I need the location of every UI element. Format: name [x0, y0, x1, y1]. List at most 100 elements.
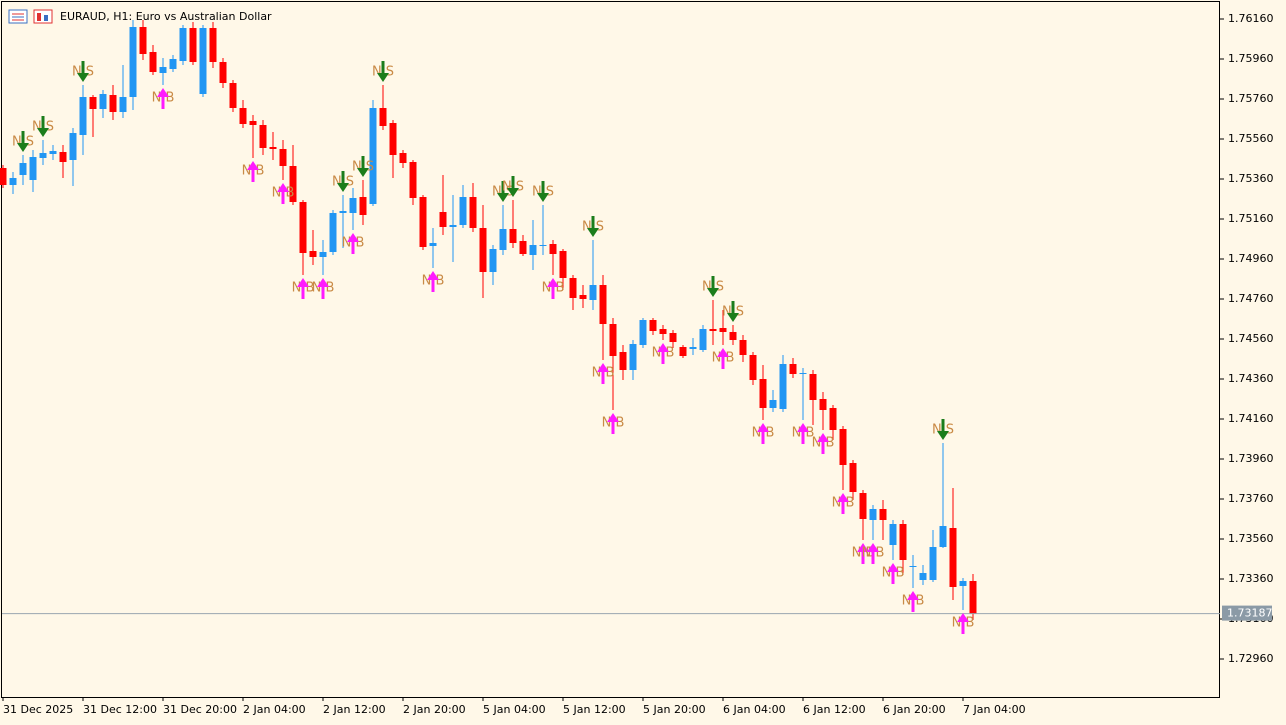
y-tick-label: 1.75360 — [1228, 172, 1274, 185]
chart-title: EURAUD, H1: Euro vs Australian Dollar — [60, 10, 272, 23]
candle-body — [89, 97, 97, 109]
candle-body — [249, 121, 257, 125]
candle-body — [629, 344, 637, 370]
signal: N B — [592, 363, 614, 384]
candle-body — [609, 324, 617, 356]
candle-body — [469, 197, 477, 228]
candle-body — [409, 162, 417, 198]
candle-body — [139, 27, 147, 54]
signal-arrow — [17, 143, 29, 152]
signal-arrow — [277, 183, 289, 192]
candle-body — [349, 198, 357, 213]
candle-body — [689, 347, 697, 349]
candle-body — [449, 225, 457, 227]
signal-arrow — [157, 88, 169, 97]
signal: N B — [852, 543, 874, 564]
signal-arrow — [607, 413, 619, 422]
x-tick-label: 31 Dec 2025 — [3, 703, 73, 716]
signal: N S — [702, 276, 724, 297]
candle-body — [109, 95, 117, 112]
candle-body — [149, 52, 157, 72]
candle-body — [769, 400, 777, 408]
signal-arrow — [547, 278, 559, 287]
signal-arrow — [427, 271, 439, 280]
candle-body — [519, 241, 527, 254]
candle-body — [649, 320, 657, 331]
candle-body — [929, 547, 937, 580]
signal: N B — [952, 613, 974, 634]
candle-body — [969, 581, 977, 614]
y-tick-label: 1.75160 — [1228, 212, 1274, 225]
candle-body — [369, 108, 377, 204]
candle-body — [869, 509, 877, 520]
y-tick-label: 1.74360 — [1228, 372, 1274, 385]
candle-body — [299, 202, 307, 253]
candle-body — [619, 352, 627, 370]
signal: N S — [332, 171, 354, 192]
signal-arrow — [717, 348, 729, 357]
price-label-box — [1222, 605, 1272, 621]
candle-body — [509, 229, 517, 243]
y-tick-label: 1.75960 — [1228, 52, 1274, 65]
signal: N S — [352, 156, 374, 177]
candle-body — [959, 581, 967, 586]
candle-body — [219, 62, 227, 83]
candle-body — [119, 97, 127, 112]
candle-body — [939, 526, 947, 547]
signal: N B — [752, 423, 774, 444]
x-tick-label: 6 Jan 12:00 — [803, 703, 866, 716]
candle-body — [169, 59, 177, 69]
signal-arrow — [247, 161, 259, 170]
candle-body — [209, 28, 217, 62]
candle-body — [129, 27, 137, 97]
y-tick-label: 1.74560 — [1228, 332, 1274, 345]
candle-body — [839, 429, 847, 465]
icon — [44, 15, 48, 21]
candle-body — [429, 243, 437, 246]
candle-body — [199, 28, 207, 94]
candle-body — [659, 329, 667, 334]
signal-arrow — [937, 431, 949, 440]
candle-body — [579, 295, 587, 299]
x-tick-label: 31 Dec 20:00 — [163, 703, 237, 716]
candle-body — [799, 373, 807, 374]
signal-arrow — [757, 423, 769, 432]
candle-body — [749, 355, 757, 380]
signal-arrow — [887, 563, 899, 572]
candle-body — [49, 151, 57, 154]
candle-body — [0, 168, 7, 185]
candle-body — [29, 157, 37, 180]
candle-body — [849, 463, 857, 492]
y-tick-label: 1.72960 — [1228, 652, 1274, 665]
y-tick-label: 1.73760 — [1228, 492, 1274, 505]
signal: N S — [932, 419, 954, 440]
signal-arrow — [317, 278, 329, 287]
signal: N B — [812, 433, 834, 454]
candle-body — [489, 249, 497, 272]
candle-body — [289, 166, 297, 202]
candle-body — [269, 147, 277, 149]
y-tick-label: 1.75760 — [1228, 92, 1274, 105]
signal-arrow — [597, 363, 609, 372]
x-tick-label: 5 Jan 04:00 — [483, 703, 546, 716]
signal-arrow — [497, 193, 509, 202]
x-tick-label: 5 Jan 20:00 — [643, 703, 706, 716]
candle-body — [709, 329, 717, 331]
signal: N S — [502, 176, 524, 197]
signal-arrow — [377, 73, 389, 82]
candle-body — [719, 328, 727, 332]
signal: N S — [32, 116, 54, 137]
y-tick-label: 1.75560 — [1228, 132, 1274, 145]
signal-arrow — [867, 543, 879, 552]
candle-body — [419, 197, 427, 247]
candle-body — [819, 399, 827, 410]
signal-arrow — [837, 493, 849, 502]
candle-body — [499, 229, 507, 250]
candle-body — [529, 245, 537, 255]
candle-body — [739, 340, 747, 355]
signal: N S — [722, 301, 744, 322]
candle-body — [789, 364, 797, 374]
candle-body — [949, 528, 957, 587]
signal: N S — [582, 216, 604, 237]
candle-body — [279, 149, 287, 166]
